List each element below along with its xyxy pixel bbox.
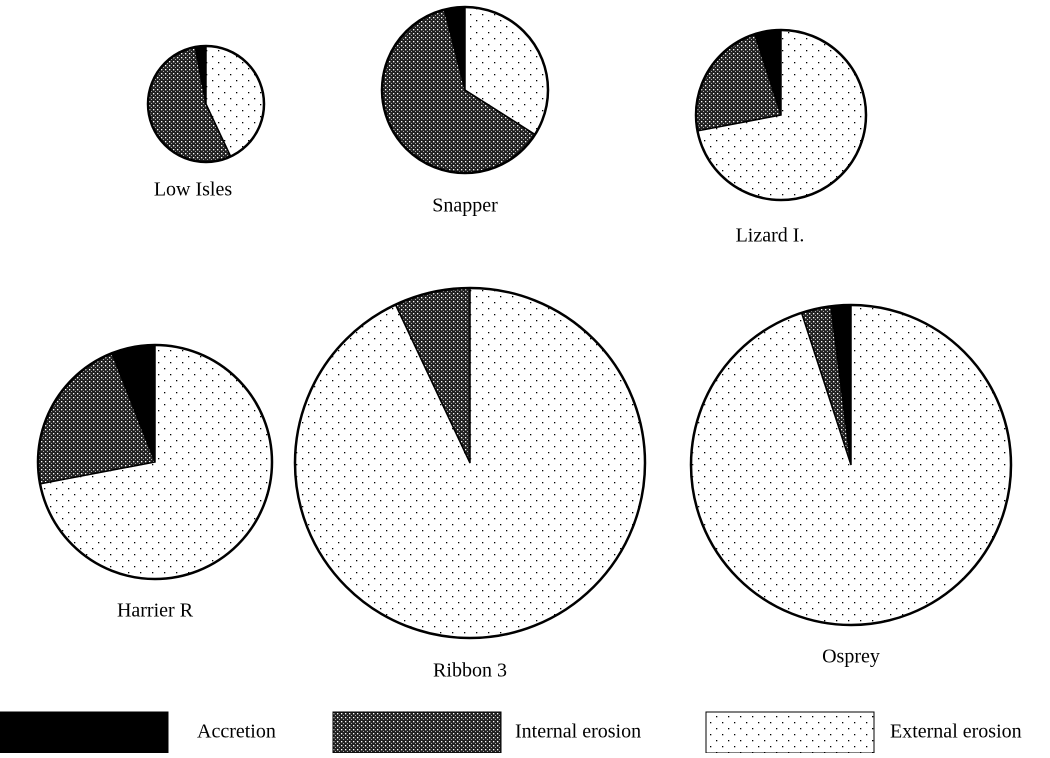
pie-slice (690, 304, 1012, 626)
pie-outline (689, 303, 1013, 627)
legend-swatch (0, 711, 169, 754)
pie-label: Osprey (822, 646, 880, 668)
pie-label: Low Isles (154, 179, 233, 201)
legend-swatch (332, 711, 502, 754)
pie-label: Harrier R (117, 600, 194, 622)
legend-label: External erosion (890, 721, 1022, 743)
pie-outline (36, 343, 274, 581)
pie-label: Lizard I. (736, 225, 805, 247)
pie-label: Snapper (432, 195, 498, 217)
legend-label: Accretion (197, 721, 276, 743)
pie-outline (380, 5, 550, 175)
pie-label: Ribbon 3 (433, 660, 507, 682)
legend-swatch (705, 711, 875, 754)
pie-outline (293, 286, 647, 640)
pie-slice (294, 287, 646, 639)
pie-outline (694, 28, 868, 202)
pie-outline (146, 44, 266, 164)
legend-label: Internal erosion (515, 721, 641, 743)
